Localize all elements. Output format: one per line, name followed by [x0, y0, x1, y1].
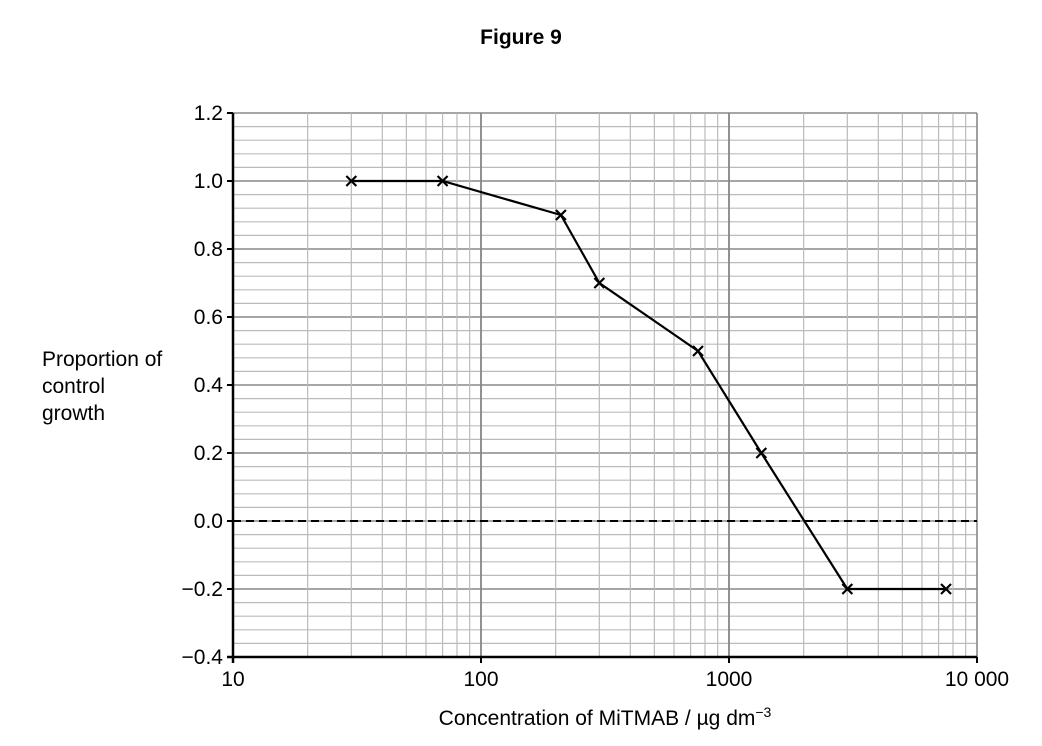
y-tick-label: 1.2 — [194, 102, 223, 125]
y-tick-label: −0.2 — [182, 578, 223, 601]
data-point-marker — [841, 583, 854, 595]
data-point-marker — [940, 583, 952, 595]
y-tick-label: 0.2 — [194, 442, 223, 465]
data-point-marker — [692, 345, 704, 357]
data-point-marker — [345, 175, 358, 187]
x-tick-label: 10 — [221, 668, 244, 691]
y-tick-label: 0.4 — [194, 374, 224, 397]
y-tick-label: 0.8 — [194, 238, 223, 261]
series-line — [351, 179, 947, 591]
data-point-marker — [593, 277, 606, 289]
data-point-marker — [436, 175, 449, 187]
y-axis-label: Proportion of control growth — [42, 348, 163, 425]
y-tick-label: 0.0 — [194, 510, 223, 533]
y-tick-label: −0.4 — [182, 646, 224, 669]
x-tick-label: 10 000 — [945, 668, 1009, 691]
data-point-marker — [755, 447, 768, 459]
x-axis-label-text: Concentration of MiTMAB / µg dm — [438, 707, 756, 730]
data-point-marker — [555, 209, 567, 221]
x-tick-label: 100 — [463, 668, 498, 691]
y-tick-label: 1.0 — [194, 170, 223, 193]
x-tick-label: 1000 — [706, 668, 753, 691]
x-axis-label: Concentration of MiTMAB / µg dm−3 — [233, 704, 977, 731]
chart-title: Figure 9 — [480, 26, 562, 49]
x-axis-label-superscript: −3 — [755, 704, 772, 720]
y-tick-label: 0.6 — [194, 306, 223, 329]
